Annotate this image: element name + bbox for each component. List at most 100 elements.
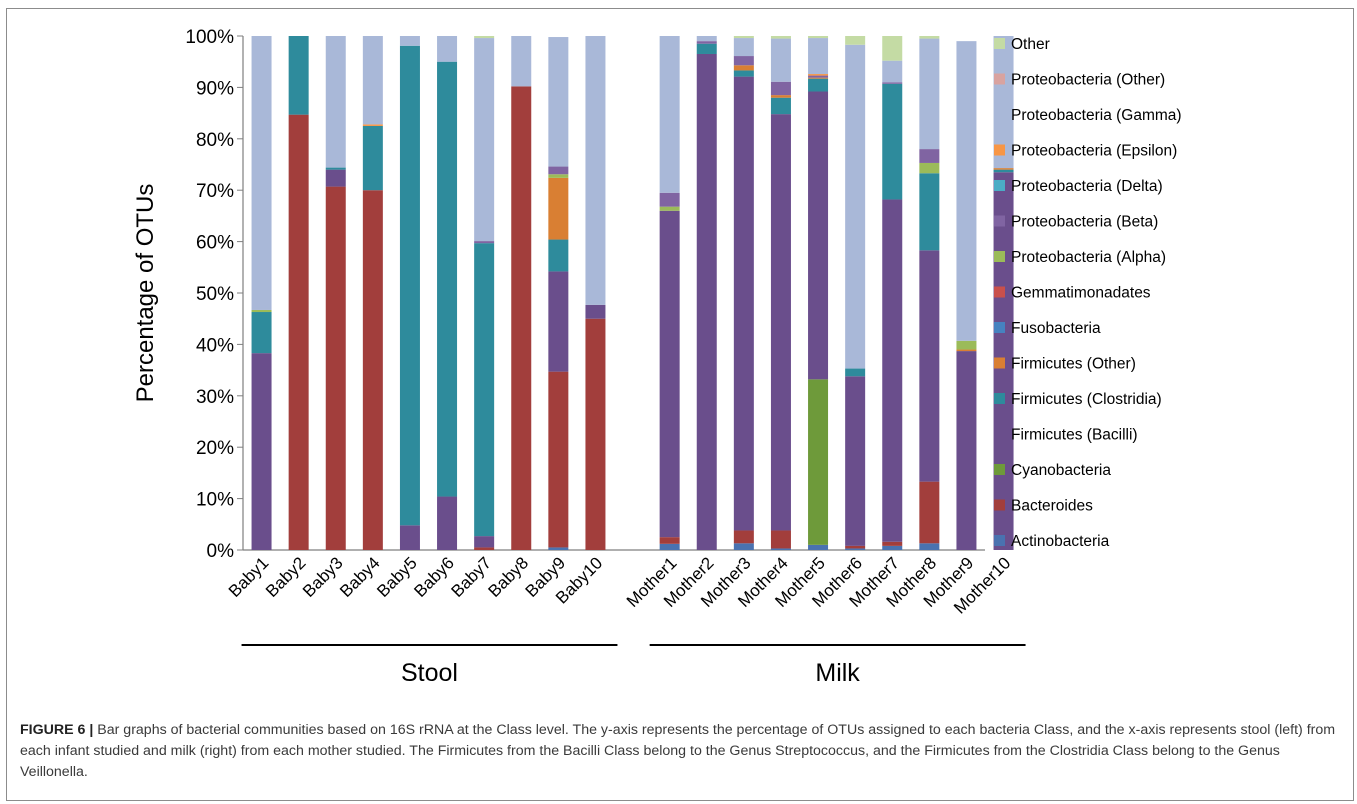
caption-label: FIGURE 6 | bbox=[20, 722, 94, 738]
legend-swatch bbox=[994, 535, 1005, 546]
y-tick-label: 30% bbox=[196, 387, 234, 408]
legend-label: Proteobacteria (Other) bbox=[1011, 72, 1165, 89]
bar-segment bbox=[437, 496, 458, 550]
bar-segment bbox=[548, 177, 569, 240]
legend-label: Other bbox=[1011, 36, 1050, 53]
bar-segment bbox=[437, 36, 458, 62]
bar-segment bbox=[882, 545, 903, 550]
bar-segment bbox=[325, 36, 346, 168]
bar-segment bbox=[808, 75, 829, 78]
legend-label: Firmicutes (Bacilli) bbox=[1011, 427, 1138, 444]
bar-segment bbox=[474, 38, 495, 242]
y-axis-title: Percentage of OTUs bbox=[132, 184, 159, 403]
bar-segment bbox=[548, 174, 569, 178]
legend-swatch bbox=[994, 109, 1005, 120]
bar-segment bbox=[474, 536, 495, 548]
caption-text: Bar graphs of bacterial communities base… bbox=[20, 722, 1336, 780]
bar-segment bbox=[659, 210, 680, 538]
legend-swatch bbox=[994, 357, 1005, 369]
figure-caption: FIGURE 6 | Bar graphs of bacterial commu… bbox=[20, 720, 1338, 783]
bar-segment bbox=[548, 271, 569, 372]
bar-segment bbox=[919, 162, 940, 174]
bar-segment bbox=[362, 190, 383, 550]
stacked-bar-chart: 0% 10% 20% 30% 40% 50% 60% 70% 80% 90% 100% Percent… bbox=[132, 27, 1182, 687]
bar-segment bbox=[251, 309, 272, 313]
y-tick-label: 10% bbox=[196, 490, 234, 511]
bar-segment bbox=[770, 95, 791, 98]
bar-segment bbox=[808, 544, 829, 550]
bar-segment bbox=[882, 83, 903, 200]
bar-segment bbox=[659, 543, 680, 550]
bar-segment bbox=[251, 353, 272, 550]
legend-label: Proteobacteria (Alpha) bbox=[1011, 249, 1166, 266]
x-tick-label: Baby3 bbox=[299, 553, 347, 601]
x-tick-label: Baby6 bbox=[410, 553, 458, 601]
bar-segment bbox=[882, 199, 903, 542]
legend-swatch bbox=[994, 180, 1005, 191]
bar-segment bbox=[919, 173, 940, 251]
bar-segment bbox=[696, 43, 717, 54]
legend-label: Bacteroides bbox=[1011, 498, 1093, 515]
bar-segment bbox=[399, 36, 420, 46]
bar-segment bbox=[474, 547, 495, 550]
bar-segment bbox=[362, 125, 383, 191]
bar-segment bbox=[919, 38, 940, 150]
bar-segment bbox=[993, 36, 1014, 169]
legend-swatch bbox=[994, 73, 1005, 85]
legend-label: Actinobacteria bbox=[1011, 533, 1110, 550]
bar-segment bbox=[659, 537, 680, 544]
legend-label: Firmicutes (Clostridia) bbox=[1011, 391, 1162, 408]
legend-swatch bbox=[994, 286, 1005, 298]
legend-label: Proteobacteria (Delta) bbox=[1011, 178, 1163, 195]
bar-segment bbox=[845, 548, 866, 550]
bar-segment bbox=[288, 114, 309, 550]
y-tick-label: 20% bbox=[196, 438, 234, 459]
bar-segment bbox=[362, 124, 383, 126]
bar-segment bbox=[808, 36, 829, 39]
bar-segment bbox=[585, 36, 606, 305]
bar-segment bbox=[733, 56, 754, 66]
legend-swatch bbox=[994, 251, 1005, 262]
bar-segment bbox=[548, 166, 569, 175]
legend-label: Proteobacteria (Epsilon) bbox=[1011, 143, 1177, 160]
legend-label: Gemmatimonadates bbox=[1011, 285, 1151, 302]
bar-segment bbox=[511, 36, 532, 87]
legend-label: Firmicutes (Other) bbox=[1011, 356, 1136, 373]
x-tick-label: Baby8 bbox=[485, 553, 533, 601]
legend-swatch bbox=[994, 393, 1005, 404]
bar-segment bbox=[882, 541, 903, 546]
legend-swatch bbox=[994, 144, 1005, 156]
bar-segment bbox=[956, 41, 977, 341]
bar-segment bbox=[548, 239, 569, 272]
bar-segment bbox=[845, 36, 866, 45]
bar-segment bbox=[696, 41, 717, 44]
y-tick-label: 70% bbox=[196, 181, 234, 202]
legend-label: Proteobacteria (Beta) bbox=[1011, 214, 1158, 231]
bar-segment bbox=[770, 548, 791, 550]
bar-segment bbox=[399, 525, 420, 550]
group-label: Milk bbox=[815, 659, 860, 687]
bar-segment bbox=[882, 82, 903, 84]
bar-segment bbox=[659, 206, 680, 211]
bar-segment bbox=[770, 81, 791, 96]
bar-segment bbox=[808, 91, 829, 380]
y-tick-label: 50% bbox=[196, 284, 234, 305]
bar-segment bbox=[845, 368, 866, 377]
figure-frame bbox=[6, 8, 1354, 801]
bar-segment bbox=[585, 304, 606, 319]
y-tick-label: 100% bbox=[185, 27, 234, 48]
bar-segment bbox=[808, 74, 829, 76]
bar-segment bbox=[956, 351, 977, 550]
bar-segment bbox=[733, 543, 754, 550]
bar-segment bbox=[362, 36, 383, 125]
legend-swatch bbox=[994, 464, 1005, 475]
bar-segment bbox=[325, 169, 346, 187]
bar-segment bbox=[808, 77, 829, 79]
bar-segment bbox=[696, 53, 717, 551]
legend-label: Fusobacteria bbox=[1011, 320, 1101, 337]
y-tick-label: 60% bbox=[196, 233, 234, 254]
legend-swatch bbox=[994, 215, 1005, 227]
bar-segment bbox=[659, 192, 680, 207]
bar-segment bbox=[733, 530, 754, 544]
x-tick-label: Baby7 bbox=[447, 553, 495, 601]
